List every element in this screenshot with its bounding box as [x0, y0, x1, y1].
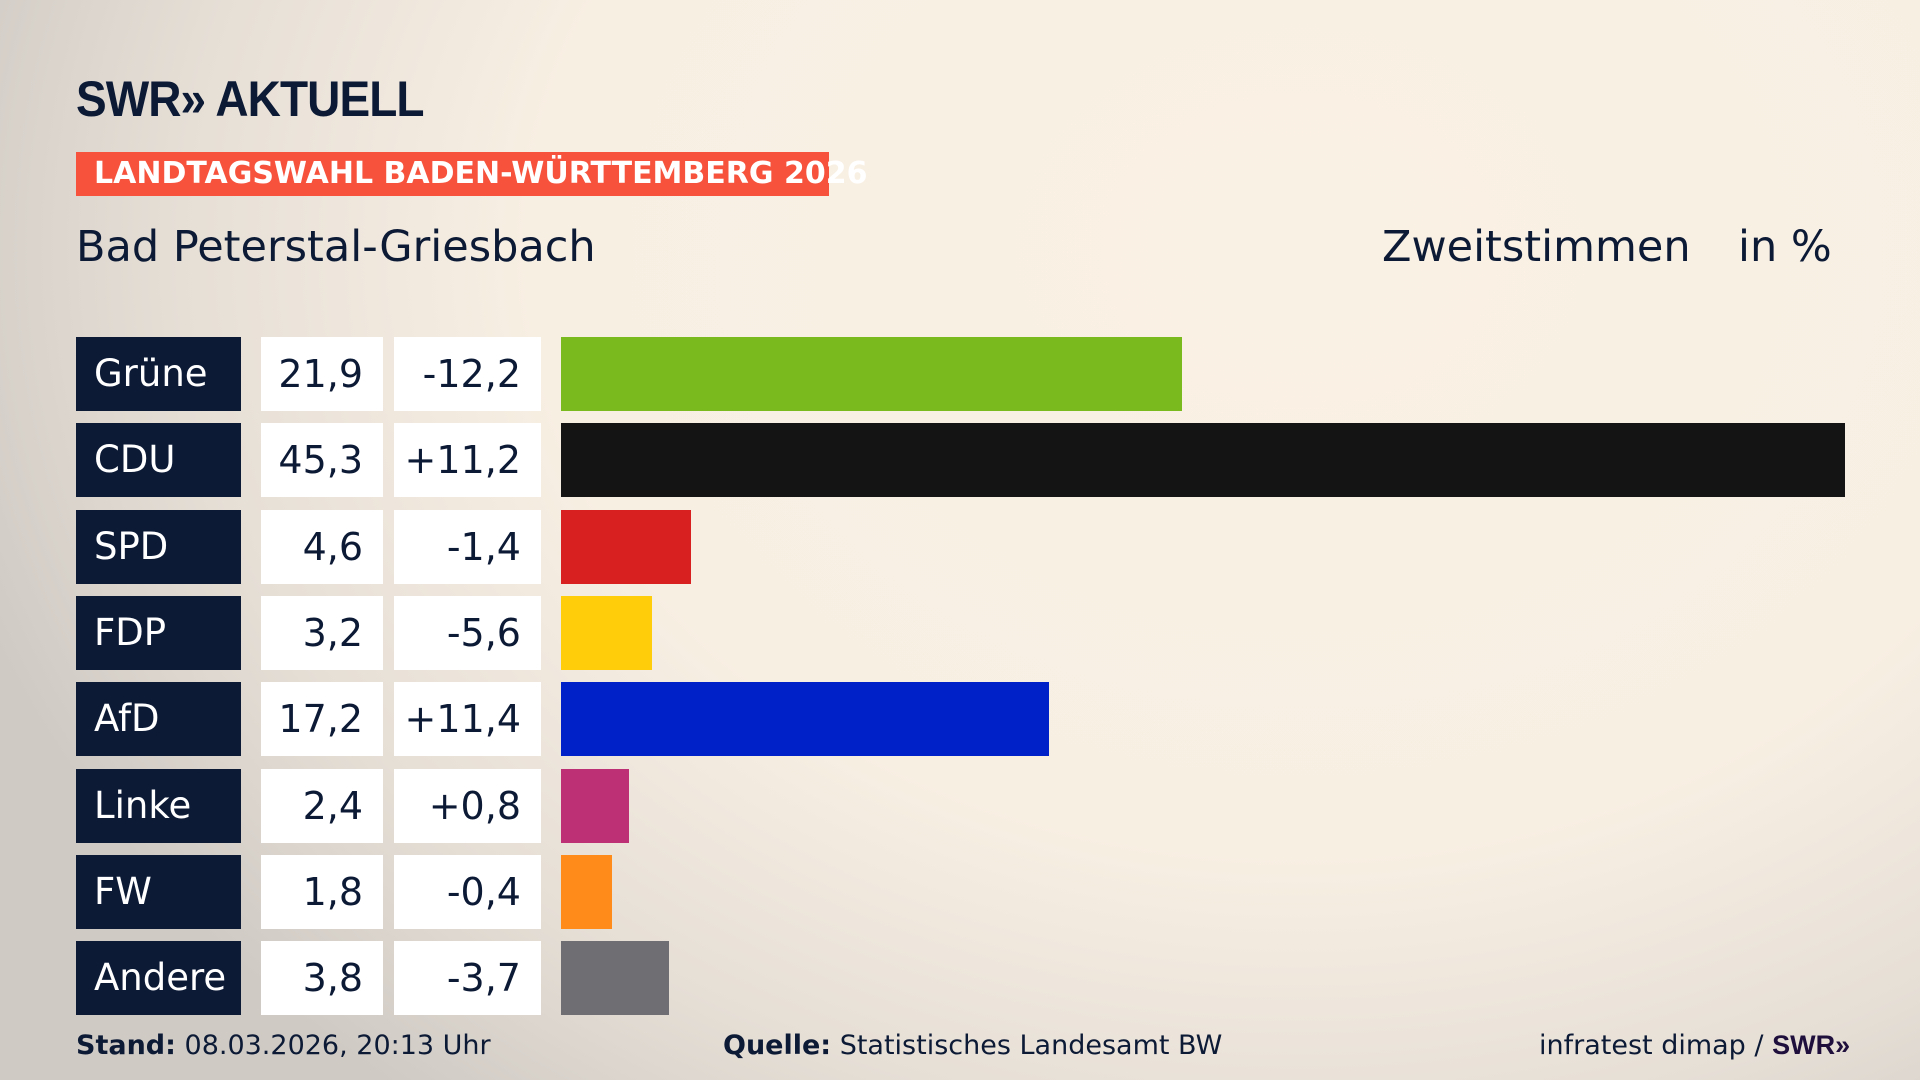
swr-aktuell-logo: SWR» AKTUELL	[76, 71, 424, 127]
party-label: FDP	[76, 595, 241, 670]
bar-grüne	[561, 337, 1182, 411]
bar-andere	[561, 941, 669, 1016]
result-row: CDU 45,3 +11,2	[0, 423, 1920, 498]
result-row: FW 1,8 -0,4	[0, 854, 1920, 929]
party-label: Linke	[76, 768, 241, 843]
change-label: +0,8	[394, 768, 541, 843]
bar-fdp	[561, 595, 652, 670]
party-label: AfD	[76, 682, 241, 757]
credit: infratest dimap / SWR»	[1539, 1030, 1850, 1061]
source-value: Statistisches Landesamt BW	[839, 1030, 1223, 1061]
stand-label: Stand:	[76, 1030, 176, 1061]
credit-text: infratest dimap /	[1539, 1030, 1773, 1061]
source: Quelle: Statistisches Landesamt BW	[723, 1030, 1222, 1061]
bar-cdu	[561, 423, 1845, 498]
value-label: 3,2	[261, 595, 383, 670]
place-title: Bad Peterstal-Griesbach	[76, 222, 596, 272]
unit-label: in %	[1738, 222, 1832, 272]
stand-value: 08.03.2026, 20:13 Uhr	[184, 1030, 491, 1061]
value-label: 17,2	[261, 682, 383, 757]
party-label: Grüne	[76, 337, 241, 411]
party-label: CDU	[76, 423, 241, 498]
change-label: -1,4	[394, 509, 541, 584]
change-label: -5,6	[394, 595, 541, 670]
source-label: Quelle:	[723, 1030, 832, 1061]
change-label: +11,4	[394, 682, 541, 757]
change-label: -3,7	[394, 941, 541, 1016]
bar-afd	[561, 682, 1049, 757]
change-label: -0,4	[394, 854, 541, 929]
value-label: 45,3	[261, 423, 383, 498]
bar-fw	[561, 854, 613, 929]
value-label: 1,8	[261, 854, 383, 929]
result-row: Linke 2,4 +0,8	[0, 768, 1920, 843]
value-label: 21,9	[261, 337, 383, 411]
party-label: Andere	[76, 941, 241, 1016]
party-label: SPD	[76, 509, 241, 584]
party-label: FW	[76, 854, 241, 929]
result-row: Andere 3,8 -3,7	[0, 941, 1920, 1016]
change-label: +11,2	[394, 423, 541, 498]
measure-label: Zweitstimmen	[1382, 222, 1691, 272]
value-label: 4,6	[261, 509, 383, 584]
timestamp: Stand: 08.03.2026, 20:13 Uhr	[76, 1030, 491, 1061]
value-label: 2,4	[261, 768, 383, 843]
election-banner: LANDTAGSWAHL BADEN-WÜRTTEMBERG 2026	[76, 152, 867, 196]
bar-linke	[561, 768, 630, 843]
change-label: -12,2	[394, 337, 541, 411]
value-label: 3,8	[261, 941, 383, 1016]
bar-spd	[561, 509, 692, 584]
result-row: SPD 4,6 -1,4	[0, 509, 1920, 584]
swr-logo: SWR»	[1772, 1030, 1851, 1060]
result-row: AfD 17,2 +11,4	[0, 682, 1920, 757]
result-row: Grüne 21,9 -12,2	[0, 337, 1920, 411]
result-row: FDP 3,2 -5,6	[0, 595, 1920, 670]
